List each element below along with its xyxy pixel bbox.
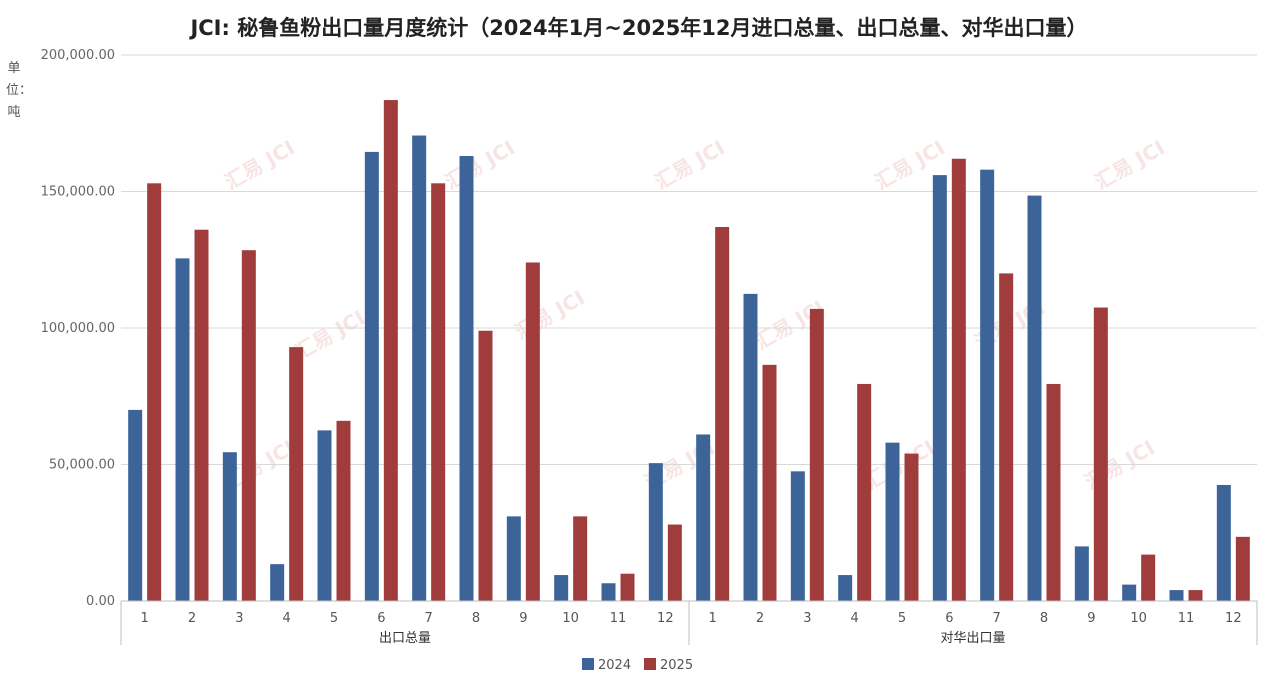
- bar-出口总量-2025-2: [194, 229, 209, 601]
- bar-出口总量-2024-6: [364, 151, 379, 602]
- bar-出口总量-2024-3: [222, 452, 237, 601]
- bar-对华出口量-2025-12: [1235, 536, 1250, 601]
- x-tick-label: 1: [709, 611, 717, 626]
- bar-出口总量-2024-2: [175, 258, 190, 601]
- bar-对华出口量-2024-12: [1216, 484, 1231, 601]
- x-tick-label: 7: [993, 611, 1001, 626]
- bar-出口总量-2024-1: [128, 409, 143, 601]
- bar-出口总量-2024-8: [459, 156, 474, 601]
- bar-对华出口量-2025-6: [951, 158, 966, 602]
- x-tick-label: 6: [945, 611, 953, 626]
- watermark-text: 汇易 JCI: [511, 285, 589, 344]
- x-tick-label: 4: [283, 611, 291, 626]
- y-tick-label: 150,000.00: [41, 185, 115, 200]
- legend: 2024 2025: [582, 658, 693, 673]
- bar-对华出口量-2025-11: [1188, 590, 1203, 601]
- x-tick-label: 8: [1040, 611, 1048, 626]
- watermark-text: 汇易 JCI: [651, 135, 729, 194]
- bar-出口总量-2024-12: [648, 463, 663, 601]
- x-tick-label: 9: [519, 611, 527, 626]
- bar-出口总量-2024-11: [601, 583, 616, 601]
- bar-对华出口量-2024-1: [696, 434, 711, 601]
- bar-对华出口量-2024-2: [743, 293, 758, 601]
- bar-出口总量-2025-12: [667, 524, 682, 601]
- x-tick-label: 9: [1087, 611, 1095, 626]
- bar-出口总量-2025-1: [147, 183, 162, 601]
- bar-出口总量-2024-10: [554, 575, 569, 601]
- x-tick-label: 10: [1130, 611, 1147, 626]
- bar-对华出口量-2025-10: [1141, 554, 1156, 601]
- bar-对华出口量-2025-7: [999, 273, 1014, 601]
- x-tick-label: 1: [141, 611, 149, 626]
- y-tick-label: 100,000.00: [41, 321, 115, 336]
- chart-title: JCI: 秘鲁鱼粉出口量月度统计（2024年1月~2025年12月进口总量、出口…: [190, 16, 1088, 40]
- bar-出口总量-2025-11: [620, 573, 635, 601]
- bar-出口总量-2024-7: [412, 135, 427, 601]
- bar-出口总量-2025-4: [289, 347, 304, 601]
- x-tick-label: 12: [1225, 611, 1242, 626]
- bar-出口总量-2024-9: [506, 516, 521, 601]
- x-tick-label: 11: [610, 611, 627, 626]
- watermark-text: 汇易 JCI: [441, 135, 519, 194]
- x-tick-label: 11: [1178, 611, 1195, 626]
- y-tick-label: 50,000.00: [49, 458, 115, 473]
- x-group-label: 出口总量: [379, 631, 431, 646]
- x-tick-label: 5: [330, 611, 338, 626]
- bar-对华出口量-2025-4: [857, 383, 872, 601]
- bar-对华出口量-2025-2: [762, 364, 777, 601]
- x-tick-label: 3: [803, 611, 811, 626]
- bar-出口总量-2025-10: [573, 516, 588, 601]
- x-tick-label: 2: [756, 611, 764, 626]
- bar-对华出口量-2024-6: [932, 175, 947, 601]
- bar-对华出口量-2025-8: [1046, 383, 1061, 601]
- legend-swatch-2025: [644, 658, 656, 670]
- bar-对华出口量-2024-10: [1122, 584, 1137, 601]
- bar-对华出口量-2025-1: [715, 226, 730, 602]
- bar-对华出口量-2025-5: [904, 453, 919, 601]
- bar-出口总量-2025-7: [431, 183, 446, 601]
- bar-出口总量-2024-5: [317, 430, 332, 601]
- bar-出口总量-2025-8: [478, 330, 493, 601]
- x-tick-label: 10: [562, 611, 579, 626]
- bar-对华出口量-2025-3: [809, 308, 824, 601]
- bars: [128, 100, 1250, 602]
- x-tick-label: 4: [851, 611, 859, 626]
- bar-对华出口量-2024-8: [1027, 195, 1042, 601]
- x-group-label: 对华出口量: [940, 631, 1005, 646]
- x-tick-label: 3: [235, 611, 243, 626]
- watermark-text: 汇易 JCI: [1091, 135, 1169, 194]
- y-tick-label: 0.00: [86, 594, 115, 609]
- x-tick-label: 12: [657, 611, 674, 626]
- bar-出口总量-2024-4: [270, 564, 285, 601]
- bar-对华出口量-2024-11: [1169, 590, 1184, 601]
- bar-对华出口量-2024-3: [790, 471, 805, 601]
- bar-对华出口量-2024-9: [1074, 546, 1089, 601]
- bar-出口总量-2025-3: [241, 250, 256, 601]
- bar-对华出口量-2024-7: [980, 169, 995, 601]
- x-tick-label: 8: [472, 611, 480, 626]
- bar-出口总量-2025-6: [383, 100, 398, 602]
- watermark-text: 汇易 JCI: [221, 135, 299, 194]
- legend-label-2024: 2024: [598, 658, 631, 673]
- y-axis-ticks: 0.00 50,000.00 100,000.00 150,000.00 200,000…: [41, 48, 115, 609]
- x-tick-label: 2: [188, 611, 196, 626]
- bar-对华出口量-2024-5: [885, 442, 900, 601]
- legend-label-2025: 2025: [660, 658, 693, 673]
- x-tick-label: 6: [377, 611, 385, 626]
- x-tick-label: 5: [898, 611, 906, 626]
- bar-出口总量-2025-9: [525, 262, 540, 601]
- bar-对华出口量-2025-9: [1093, 307, 1108, 601]
- y-tick-label: 200,000.00: [41, 48, 115, 63]
- x-tick-label: 7: [425, 611, 433, 626]
- bar-对华出口量-2024-4: [838, 575, 853, 601]
- legend-swatch-2024: [582, 658, 594, 670]
- bar-出口总量-2025-5: [336, 420, 351, 601]
